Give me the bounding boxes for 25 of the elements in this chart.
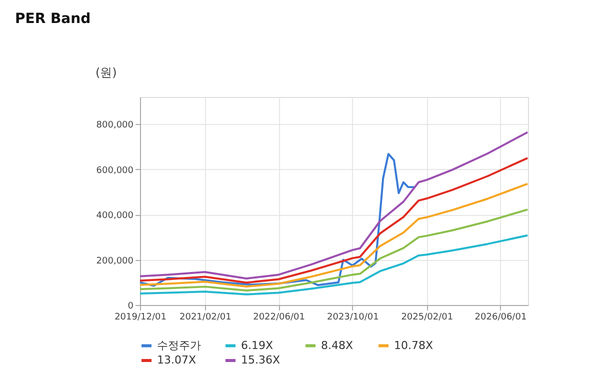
x-tick-label: 2022/06/01 xyxy=(253,312,305,322)
line-series xyxy=(139,208,529,292)
x-tick-label: 2023/10/01 xyxy=(327,312,379,322)
y-axis-title: (원) xyxy=(96,66,117,80)
y-tick-label: 0 xyxy=(128,302,134,312)
chart-title: PER Band xyxy=(15,11,91,27)
line-series xyxy=(139,131,529,280)
x-tick-label: 2026/06/01 xyxy=(474,312,527,322)
x-tick-label: 2025/02/01 xyxy=(401,312,454,322)
y-tick-label: 400,000 xyxy=(96,211,134,222)
line-series xyxy=(139,234,529,296)
y-tick-label: 600,000 xyxy=(96,166,134,176)
legend-label: 6.19X xyxy=(241,338,274,352)
line-series xyxy=(139,152,416,287)
line-series xyxy=(139,157,529,284)
x-tick-label: 2021/02/01 xyxy=(180,312,232,322)
legend-label: 15.36X xyxy=(241,354,280,366)
y-tick-label: 800,000 xyxy=(96,120,134,131)
legend-label: 수정주가 xyxy=(157,338,201,352)
y-tick-label: 200,000 xyxy=(96,256,134,266)
legend-label: 13.07X xyxy=(157,354,196,366)
x-tick-label: 2019/12/01 xyxy=(114,312,166,322)
legend-label: 10.78X xyxy=(394,338,434,352)
legend-label: 8.48X xyxy=(321,338,354,352)
line-series xyxy=(139,182,529,288)
